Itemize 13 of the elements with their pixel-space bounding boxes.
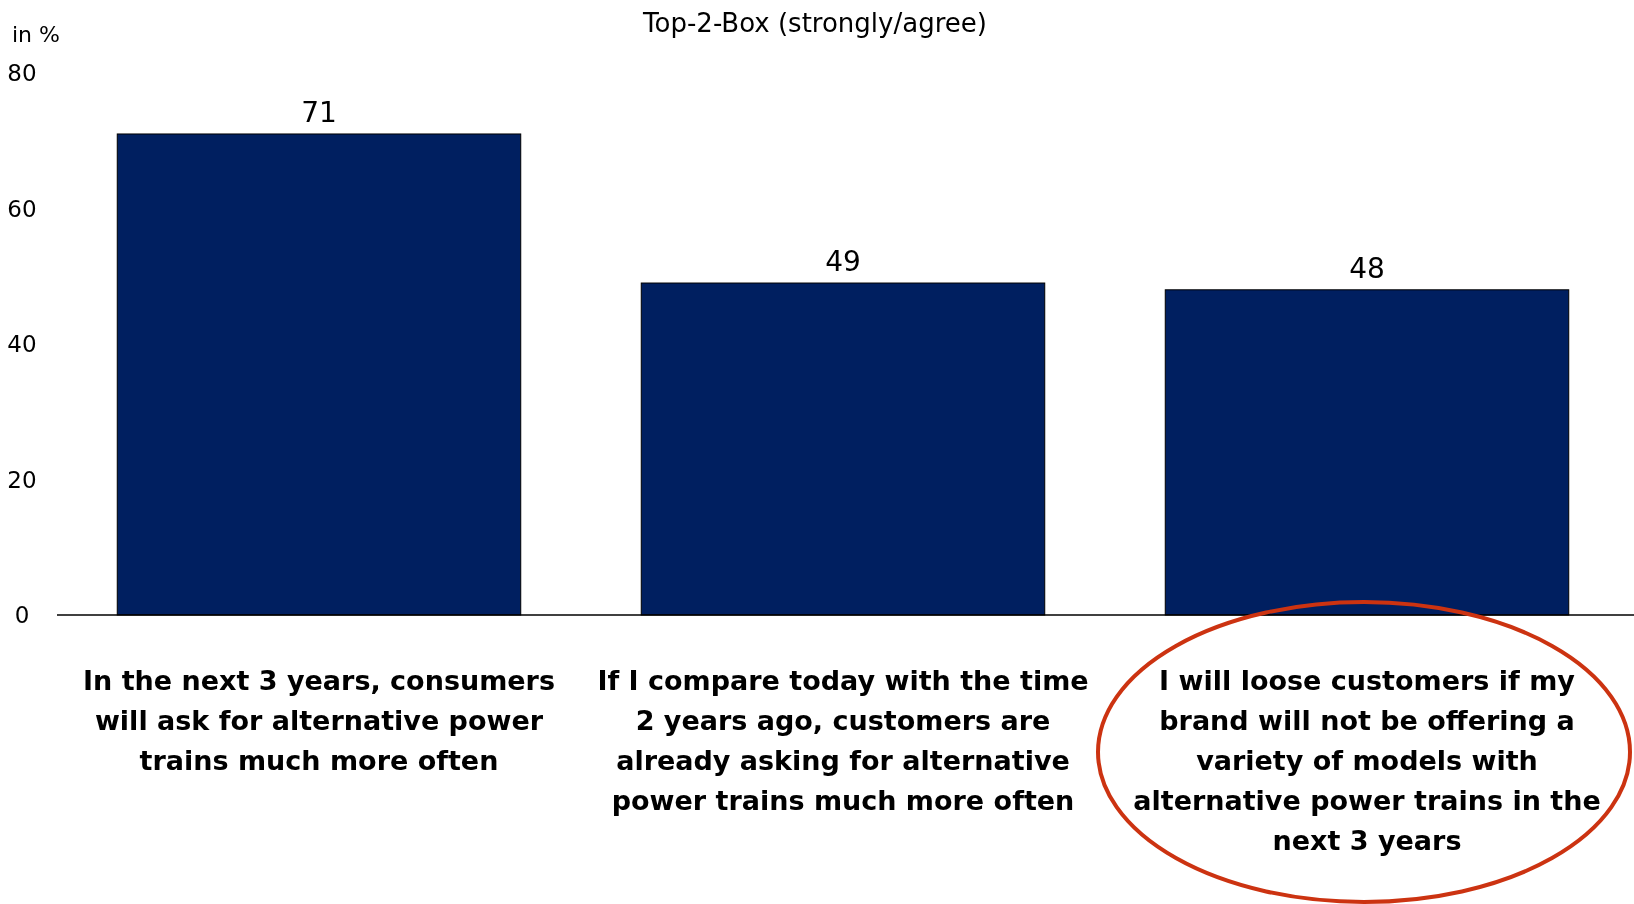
y-tick-label: 20 <box>7 466 37 493</box>
y-tick-label: 40 <box>7 331 37 357</box>
chart-title: Top-2-Box (strongly/agree) <box>642 8 987 38</box>
y-tick-label: 60 <box>7 195 37 222</box>
y-tick-label: 0 <box>14 602 30 628</box>
data-label: 49 <box>825 245 861 279</box>
data-label: 71 <box>301 95 337 129</box>
y-tick-label: 80 <box>7 60 37 86</box>
x-tick-label: I will loose customers if my brand will not be offering a variety of models with alternative power trains in the next 3 years <box>1133 665 1601 856</box>
x-tick-label: If I compare today with the time 2 years ago, customers are already asking for alternative power trains much more often <box>597 665 1089 816</box>
data-label: 48 <box>1349 251 1385 285</box>
y-axis-title: in % <box>12 22 60 47</box>
x-tick-label: In the next 3 years, consumers will ask for alternative power trains much more often <box>82 665 556 776</box>
